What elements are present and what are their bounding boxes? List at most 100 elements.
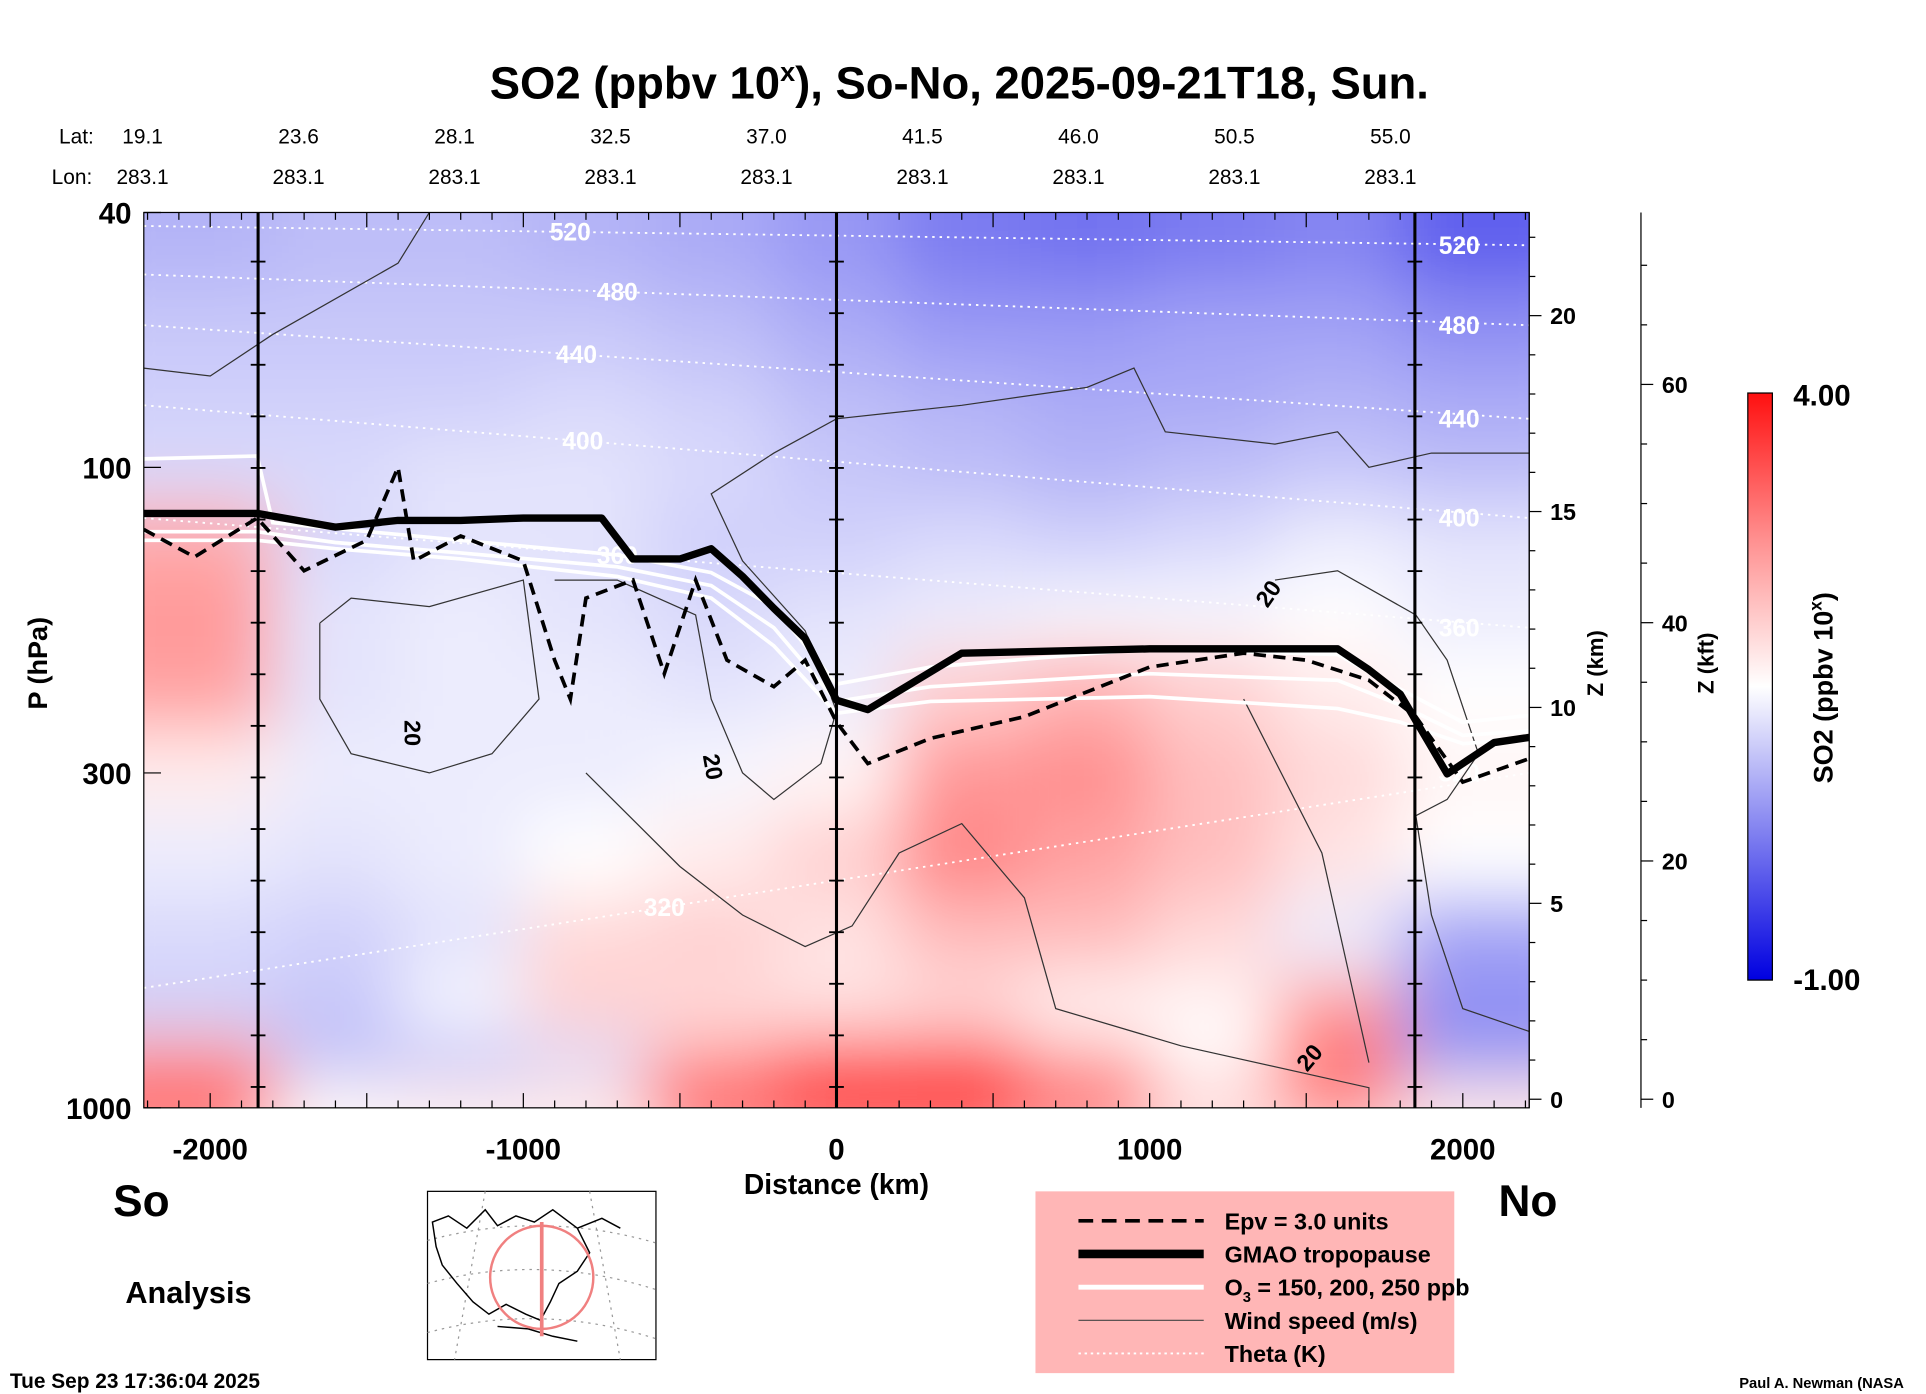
z-km-tick-label: 20: [1550, 303, 1576, 329]
colorbar: 4.00 -1.00 SO2 (ppbv 10x): [1747, 379, 1860, 997]
so2-cell: [272, 650, 400, 732]
z-km-tick-label: 10: [1550, 695, 1576, 721]
wind-speed-contour: [1274, 570, 1530, 1033]
so2-cell: [1149, 812, 1277, 899]
z-kft-tick-label: 0: [1662, 1087, 1675, 1113]
so2-cell: [1024, 212, 1151, 287]
y-tick-label: 1000: [66, 1093, 132, 1126]
so2-cell: [143, 729, 275, 815]
so2-cell: [1149, 212, 1277, 287]
so2-cell: [1024, 975, 1151, 1037]
timestamp: Tue Sep 23 17:36:04 2025: [10, 1370, 260, 1393]
so2-cell: [398, 577, 525, 653]
so2-cell: [143, 212, 275, 287]
legend-label: Theta (K): [1225, 1341, 1326, 1367]
so2-cell: [398, 365, 525, 438]
so2-cell: [523, 812, 650, 899]
so2-cell: [272, 1035, 400, 1080]
so2-cell: [899, 975, 1026, 1037]
so2-cell: [648, 897, 776, 977]
theta-label: 480: [597, 279, 638, 306]
so2-cell: [1149, 503, 1277, 579]
so2-cell: [1400, 285, 1530, 367]
so2-cell: [1400, 577, 1530, 653]
so2-cell: [648, 365, 776, 438]
locator-map: [426, 1190, 657, 1361]
so2-cell: [899, 365, 1026, 438]
lon-value: 283.1: [1052, 166, 1104, 189]
theta-label-right: 520: [1439, 233, 1480, 260]
so2-cell: [1024, 365, 1151, 438]
so2-cell: [899, 897, 1026, 977]
so2-cell: [143, 577, 275, 653]
lat-value: 50.5: [1214, 126, 1255, 149]
so2-cell: [398, 436, 525, 506]
lon-value: 283.1: [1208, 166, 1260, 189]
so2-cell: [1400, 812, 1530, 899]
z-km-label: Z (km): [1583, 630, 1608, 696]
so2-cell: [523, 1035, 650, 1080]
so2-cell: [1149, 436, 1277, 506]
theta-label-right: 360: [1439, 615, 1480, 642]
theta-label: 320: [644, 895, 685, 922]
so2-cell: [1274, 729, 1402, 815]
lat-value: 37.0: [746, 126, 787, 149]
legend-label-sub: 3: [1243, 1290, 1251, 1306]
so2-cell: [1400, 897, 1530, 977]
legend-label: O3 = 150, 200, 250 ppb: [1225, 1275, 1470, 1306]
legend-label-part: = 150, 200, 250 ppb: [1251, 1275, 1470, 1301]
so2-cell: [1400, 975, 1530, 1037]
z-kft-tick-label: 60: [1662, 372, 1688, 398]
so2-cell: [1400, 212, 1530, 287]
so2-cell: [1274, 285, 1402, 367]
legend-label: Epv = 3.0 units: [1225, 1208, 1389, 1234]
so2-cell: [899, 812, 1026, 899]
legend-label: Wind speed (m/s): [1225, 1308, 1418, 1334]
so2-cell: [143, 436, 275, 506]
z-km-tick-label: 15: [1550, 499, 1576, 525]
credit: Paul A. Newman (NASA: [1739, 1376, 1904, 1392]
wind-contour-label: 20: [399, 720, 425, 746]
so2-cell: [523, 897, 650, 977]
so2-cell: [899, 1035, 1026, 1080]
so2-cell: [1400, 503, 1530, 579]
so2-cell: [398, 285, 525, 367]
so2-cell: [899, 285, 1026, 367]
so2-cell: [398, 897, 525, 977]
lat-value: 32.5: [590, 126, 631, 149]
so2-cell: [1274, 436, 1402, 506]
so2-cell: [1149, 285, 1277, 367]
y-tick-label: 100: [82, 452, 131, 485]
so2-cell: [1149, 577, 1277, 653]
lon-value: 283.1: [428, 166, 480, 189]
legend-label-part: O: [1225, 1275, 1243, 1301]
lon-value: 283.1: [740, 166, 792, 189]
so2-cell: [1149, 650, 1277, 732]
north-label: No: [1498, 1177, 1557, 1226]
legend: Epv = 3.0 units GMAO tropopause O3 = 150, …: [1035, 1191, 1470, 1374]
wind-speed-contour: [585, 772, 1370, 1108]
so2-cell: [1149, 975, 1277, 1037]
x-tick-label: 0: [828, 1133, 844, 1166]
lat-label: Lat:: [59, 126, 94, 149]
so2-cell: [398, 812, 525, 899]
so2-cell: [523, 212, 650, 287]
so2-cell: [1274, 503, 1402, 579]
so2-cell: [143, 1078, 275, 1108]
lon-label: Lon:: [52, 166, 93, 189]
so2-cell: [143, 365, 275, 438]
so2-cell: [398, 212, 525, 287]
so2-cell: [1274, 812, 1402, 899]
so2-cell: [1274, 365, 1402, 438]
so2-cell: [648, 975, 776, 1037]
wind-speed-contour: [143, 212, 430, 377]
so2-cell: [1024, 729, 1151, 815]
lon-value: 283.1: [116, 166, 168, 189]
lat-value: 19.1: [122, 126, 163, 149]
x-axis-label: Distance (km): [744, 1168, 929, 1200]
so2-cell: [648, 650, 776, 732]
colorbar-max-label: 4.00: [1793, 379, 1850, 412]
theta-label-right: 440: [1439, 406, 1480, 433]
so2-cell: [272, 897, 400, 977]
so2-cell: [398, 1035, 525, 1080]
